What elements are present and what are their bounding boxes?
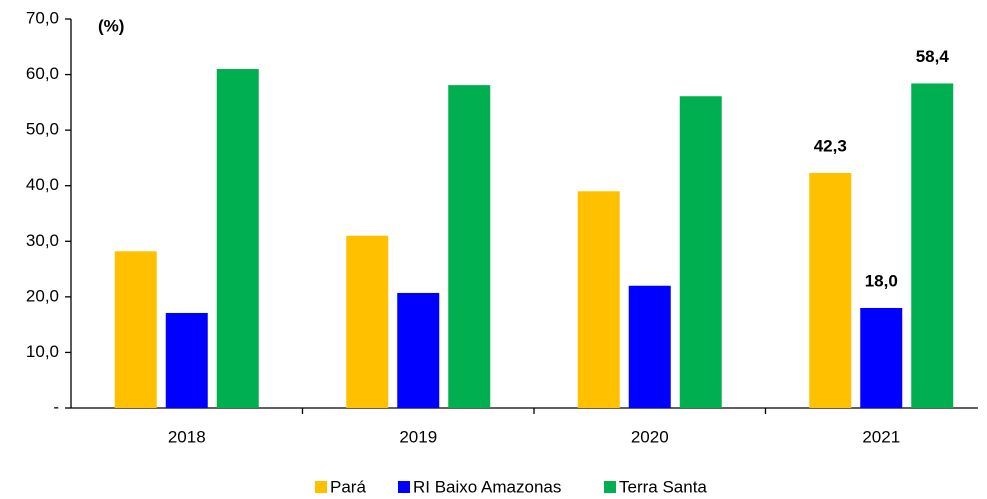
value-label: 42,3	[814, 136, 847, 155]
legend-label: Terra Santa	[619, 477, 707, 496]
bar	[911, 83, 954, 408]
bar	[448, 85, 491, 408]
value-label: 18,0	[865, 271, 898, 290]
bar	[577, 191, 620, 408]
x-tick-label: 2020	[631, 427, 669, 446]
bar	[397, 292, 440, 408]
y-tick-label: 40,0	[26, 175, 59, 194]
y-tick-label: 50,0	[26, 120, 59, 139]
legend-swatch	[398, 481, 410, 493]
y-tick-label: 30,0	[26, 231, 59, 250]
unit-annotation: (%)	[98, 16, 124, 35]
bar	[860, 307, 903, 408]
legend-label: Pará	[330, 477, 366, 496]
y-tick-label: 60,0	[26, 64, 59, 83]
x-tick-label: 2021	[862, 427, 900, 446]
bar	[628, 285, 671, 408]
bar	[216, 69, 259, 408]
x-tick-label: 2018	[168, 427, 206, 446]
value-label: 58,4	[916, 47, 950, 66]
legend-label: RI Baixo Amazonas	[413, 477, 561, 496]
bar	[346, 235, 389, 408]
legend-swatch	[315, 481, 327, 493]
bar	[809, 172, 852, 408]
bar	[114, 251, 157, 408]
y-tick-label: 20,0	[26, 286, 59, 305]
y-tick-label: 10,0	[26, 342, 59, 361]
y-tick-label: 70,0	[26, 8, 59, 27]
bar	[165, 312, 208, 408]
bar	[679, 96, 722, 408]
x-tick-label: 2019	[399, 427, 437, 446]
y-tick-label: -	[53, 397, 59, 416]
legend-swatch	[604, 481, 616, 493]
